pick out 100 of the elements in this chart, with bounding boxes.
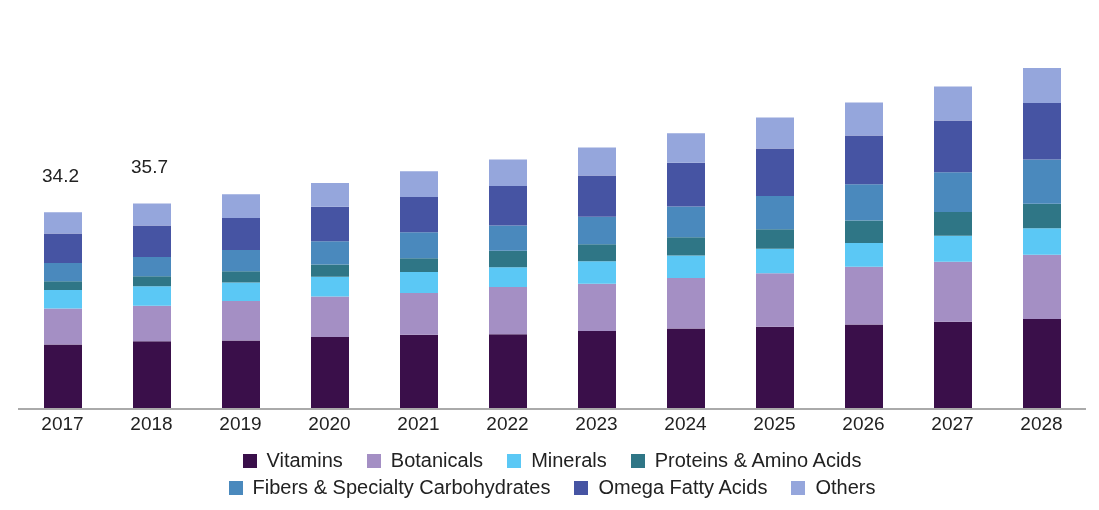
bar — [1023, 68, 1061, 104]
bar — [222, 271, 260, 283]
bar — [934, 86, 972, 121]
bar — [667, 133, 705, 163]
legend-label: Minerals — [530, 449, 607, 472]
bar — [133, 305, 171, 342]
bar — [756, 326, 794, 409]
bar — [489, 267, 527, 287]
bar — [44, 344, 82, 409]
bar — [845, 266, 883, 325]
bar — [1023, 228, 1061, 255]
bar — [578, 330, 616, 409]
bar — [311, 206, 349, 242]
bar — [133, 276, 171, 287]
bar — [44, 308, 82, 345]
bar — [578, 175, 616, 217]
bar — [667, 255, 705, 279]
bar — [1023, 159, 1061, 204]
bar — [222, 250, 260, 272]
bar — [133, 225, 171, 257]
bar — [578, 244, 616, 262]
x-tick-label: 2018 — [130, 413, 173, 435]
bar — [845, 220, 883, 243]
bar — [489, 225, 527, 251]
bar — [400, 271, 438, 294]
bar — [845, 184, 883, 221]
bar — [578, 283, 616, 331]
bar — [133, 256, 171, 277]
bar — [44, 233, 82, 264]
legend-label: Omega Fatty Acids — [597, 476, 768, 499]
bar — [222, 300, 260, 341]
bar — [756, 229, 794, 249]
bar — [756, 248, 794, 274]
bar — [400, 171, 438, 197]
bar — [578, 147, 616, 176]
bar — [489, 250, 527, 268]
x-tick-label: 2025 — [753, 413, 796, 435]
x-tick-label: 2027 — [931, 413, 974, 435]
bar — [845, 242, 883, 267]
x-tick-label: 2023 — [575, 413, 618, 435]
x-tick-label: 2021 — [397, 413, 440, 435]
bar — [1023, 254, 1061, 319]
bar — [311, 296, 349, 338]
bar — [400, 196, 438, 233]
bar — [667, 278, 705, 329]
bar — [311, 264, 349, 277]
bar — [400, 293, 438, 335]
bar — [400, 258, 438, 272]
bar — [489, 334, 527, 409]
bar — [133, 341, 171, 409]
bar — [311, 337, 349, 409]
bar — [934, 321, 972, 409]
x-tick-label: 2026 — [842, 413, 885, 435]
bar — [578, 216, 616, 245]
bar — [1023, 203, 1061, 229]
bar — [222, 340, 260, 409]
bar — [667, 206, 705, 238]
x-tick-label: 2028 — [1020, 413, 1063, 435]
bar — [222, 282, 260, 301]
bar — [44, 212, 82, 234]
bar — [222, 218, 260, 251]
bar — [934, 211, 972, 236]
bar — [222, 194, 260, 219]
x-tick-label: 2017 — [41, 413, 84, 435]
bar — [44, 263, 82, 282]
bar — [845, 135, 883, 185]
x-tick-label: 2019 — [219, 413, 262, 435]
bar — [756, 273, 794, 327]
bar — [44, 281, 82, 290]
bar — [311, 241, 349, 265]
bar — [311, 276, 349, 297]
annotation: 34.2 — [42, 165, 79, 187]
bar — [400, 232, 438, 259]
bar — [756, 195, 794, 230]
x-tick-label: 2020 — [308, 413, 351, 435]
legend-label: Botanicals — [389, 449, 484, 472]
bar — [934, 235, 972, 262]
bar — [845, 324, 883, 409]
bar — [667, 328, 705, 409]
bar — [667, 162, 705, 207]
bar — [934, 172, 972, 212]
bar — [133, 286, 171, 306]
bar — [845, 102, 883, 136]
annotation: 35.7 — [131, 156, 168, 178]
x-tick-label: 2024 — [664, 413, 708, 435]
bar — [1023, 318, 1061, 409]
bar — [756, 148, 794, 196]
legend-label: Others — [814, 476, 876, 499]
legend-label: Proteins & Amino Acids — [653, 449, 862, 472]
bar — [756, 117, 794, 149]
bar — [400, 334, 438, 409]
bar — [489, 185, 527, 226]
bar — [133, 203, 171, 226]
legend-label: Vitamins — [265, 449, 343, 472]
bar — [44, 289, 82, 309]
bar — [578, 261, 616, 284]
bar — [667, 237, 705, 256]
bar — [489, 159, 527, 186]
bar — [489, 286, 527, 335]
x-tick-label: 2022 — [486, 413, 529, 435]
